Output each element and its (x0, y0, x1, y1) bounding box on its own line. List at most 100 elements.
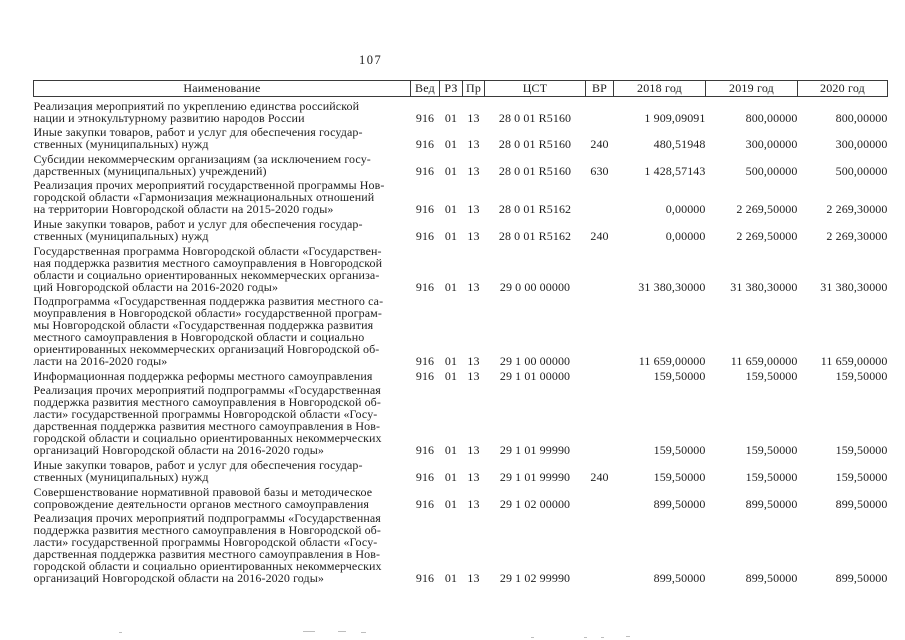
amount-2019-cell: 800,00000 (745, 110, 798, 125)
cst-cell: 28 0 01 R5162 (498, 228, 572, 243)
amount-2018-cell: 159,50000 (653, 443, 706, 458)
scan-artifact (584, 637, 587, 638)
vr-cell (586, 177, 614, 216)
scan-artifact (626, 636, 630, 637)
amount-2019-cell: 159,50000 (745, 443, 798, 458)
ved-cell: 916 (415, 571, 435, 586)
amount-2019-cell: 159,50000 (745, 368, 798, 383)
pr-cell: 13 (467, 571, 480, 586)
amount-2020-cell: 31 380,30000 (820, 279, 888, 294)
name-cell: Иные закупки товаров, работ и услуг для … (33, 216, 363, 243)
name-cell: Субсидии некоммерческим организациям (за… (33, 151, 371, 178)
rz-cell: 01 (444, 202, 458, 217)
amount-2018-cell: 159,50000 (653, 368, 706, 383)
cst-cell: 29 1 01 99990 (499, 443, 571, 458)
amount-2018-cell: 0,00000 (665, 228, 706, 243)
vr-cell (586, 483, 614, 510)
ved-cell: 916 (415, 110, 435, 125)
table-row: Совершенствование нормативной правовой б… (34, 483, 888, 510)
name-cell: Совершенствование нормативной правовой б… (33, 484, 373, 511)
cst-cell: 28 0 01 R5160 (498, 163, 572, 178)
table-row: Информационная поддержка реформы местног… (34, 367, 888, 382)
cst-cell: 29 1 01 00000 (499, 368, 571, 383)
page-number: 107 (359, 53, 383, 67)
rz-cell: 01 (444, 571, 458, 586)
ved-cell: 916 (415, 163, 435, 178)
pr-cell: 13 (467, 202, 480, 217)
cst-cell: 29 0 00 00000 (499, 279, 571, 294)
amount-2018-cell: 0,00000 (665, 202, 706, 217)
cst-cell: 29 1 00 00000 (499, 354, 571, 369)
cst-cell: 28 0 01 R5162 (498, 202, 572, 217)
amount-2018-cell: 899,50000 (653, 571, 706, 586)
scan-artifact (531, 637, 534, 638)
amount-2020-cell: 500,00000 (835, 163, 888, 178)
pr-cell: 13 (467, 354, 480, 369)
cst-cell: 29 1 02 99990 (499, 571, 571, 586)
vr-cell: 240 (590, 137, 609, 152)
name-cell: Иные закупки товаров, работ и услуг для … (33, 457, 363, 484)
pr-cell: 13 (467, 496, 480, 511)
header-name: Наименование (33, 80, 411, 97)
amount-2019-cell: 300,00000 (745, 137, 798, 152)
table-row: Иные закупки товаров, работ и услуг для … (34, 124, 888, 151)
table-row: Подпрограмма «Государственная поддержка … (34, 293, 888, 368)
amount-2018-cell: 480,51948 (653, 137, 706, 152)
header-2019: 2019 год (705, 80, 798, 97)
name-cell: Реализация мероприятий по укреплению еди… (33, 98, 360, 125)
vr-cell (586, 293, 614, 368)
pr-cell: 13 (467, 368, 480, 383)
table-row: Субсидии некоммерческим организациям (за… (34, 150, 888, 177)
table-row: Государственная программа Новгородской о… (34, 242, 888, 293)
header-rz: РЗ (439, 80, 463, 97)
header-pr: Пр (462, 80, 485, 97)
name-cell: Реализация прочих мероприятий государств… (33, 178, 385, 217)
rz-cell: 01 (444, 443, 458, 458)
amount-2020-cell: 899,50000 (835, 496, 888, 511)
rz-cell: 01 (444, 110, 458, 125)
budget-table: Наименование Вед РЗ Пр ЦСТ ВР 2018 год 2… (33, 80, 888, 584)
ved-cell: 916 (415, 279, 435, 294)
table-row: Реализация прочих мероприятий подпрограм… (34, 510, 888, 585)
vr-cell (586, 510, 614, 585)
header-vr: ВР (585, 80, 614, 97)
ved-cell: 916 (415, 354, 435, 369)
amount-2020-cell: 159,50000 (835, 368, 888, 383)
header-2018: 2018 год (613, 80, 706, 97)
header-ved: Вед (410, 80, 440, 97)
vr-cell (586, 97, 614, 124)
cst-cell: 29 1 02 00000 (499, 496, 571, 511)
cst-cell: 29 1 01 99990 (499, 469, 571, 484)
amount-2020-cell: 800,00000 (835, 110, 888, 125)
table-header: Наименование Вед РЗ Пр ЦСТ ВР 2018 год 2… (33, 80, 888, 97)
table-row: Иные закупки товаров, работ и услуг для … (34, 215, 888, 242)
pr-cell: 13 (467, 469, 480, 484)
amount-2019-cell: 31 380,30000 (730, 279, 798, 294)
scan-artifact (338, 631, 346, 632)
header-row: Наименование Вед РЗ Пр ЦСТ ВР 2018 год 2… (33, 80, 888, 97)
pr-cell: 13 (467, 279, 480, 294)
amount-2019-cell: 159,50000 (745, 469, 798, 484)
ved-cell: 916 (415, 443, 435, 458)
ved-cell: 916 (415, 228, 435, 243)
pr-cell: 13 (467, 110, 480, 125)
ved-cell: 916 (415, 368, 435, 383)
table-row: Реализация прочих мероприятий государств… (34, 177, 888, 216)
rz-cell: 01 (444, 279, 458, 294)
scan-artifact (119, 632, 122, 633)
rz-cell: 01 (444, 354, 458, 369)
amount-2019-cell: 2 269,50000 (736, 202, 798, 217)
amount-2019-cell: 11 659,00000 (730, 354, 798, 369)
amount-2020-cell: 300,00000 (835, 137, 888, 152)
amount-2018-cell: 1 909,09091 (644, 110, 706, 125)
scan-artifact (601, 637, 604, 638)
amount-2018-cell: 1 428,57143 (644, 163, 706, 178)
amount-2020-cell: 2 269,30000 (826, 228, 888, 243)
table-body: Реализация мероприятий по укреплению еди… (34, 97, 888, 585)
amount-2018-cell: 159,50000 (653, 469, 706, 484)
vr-cell (586, 367, 614, 382)
amount-2020-cell: 899,50000 (835, 571, 888, 586)
vr-cell: 630 (590, 163, 609, 178)
amount-2018-cell: 11 659,00000 (638, 354, 706, 369)
